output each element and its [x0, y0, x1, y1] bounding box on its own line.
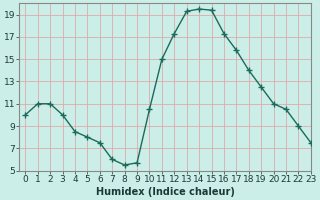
X-axis label: Humidex (Indice chaleur): Humidex (Indice chaleur): [96, 187, 235, 197]
